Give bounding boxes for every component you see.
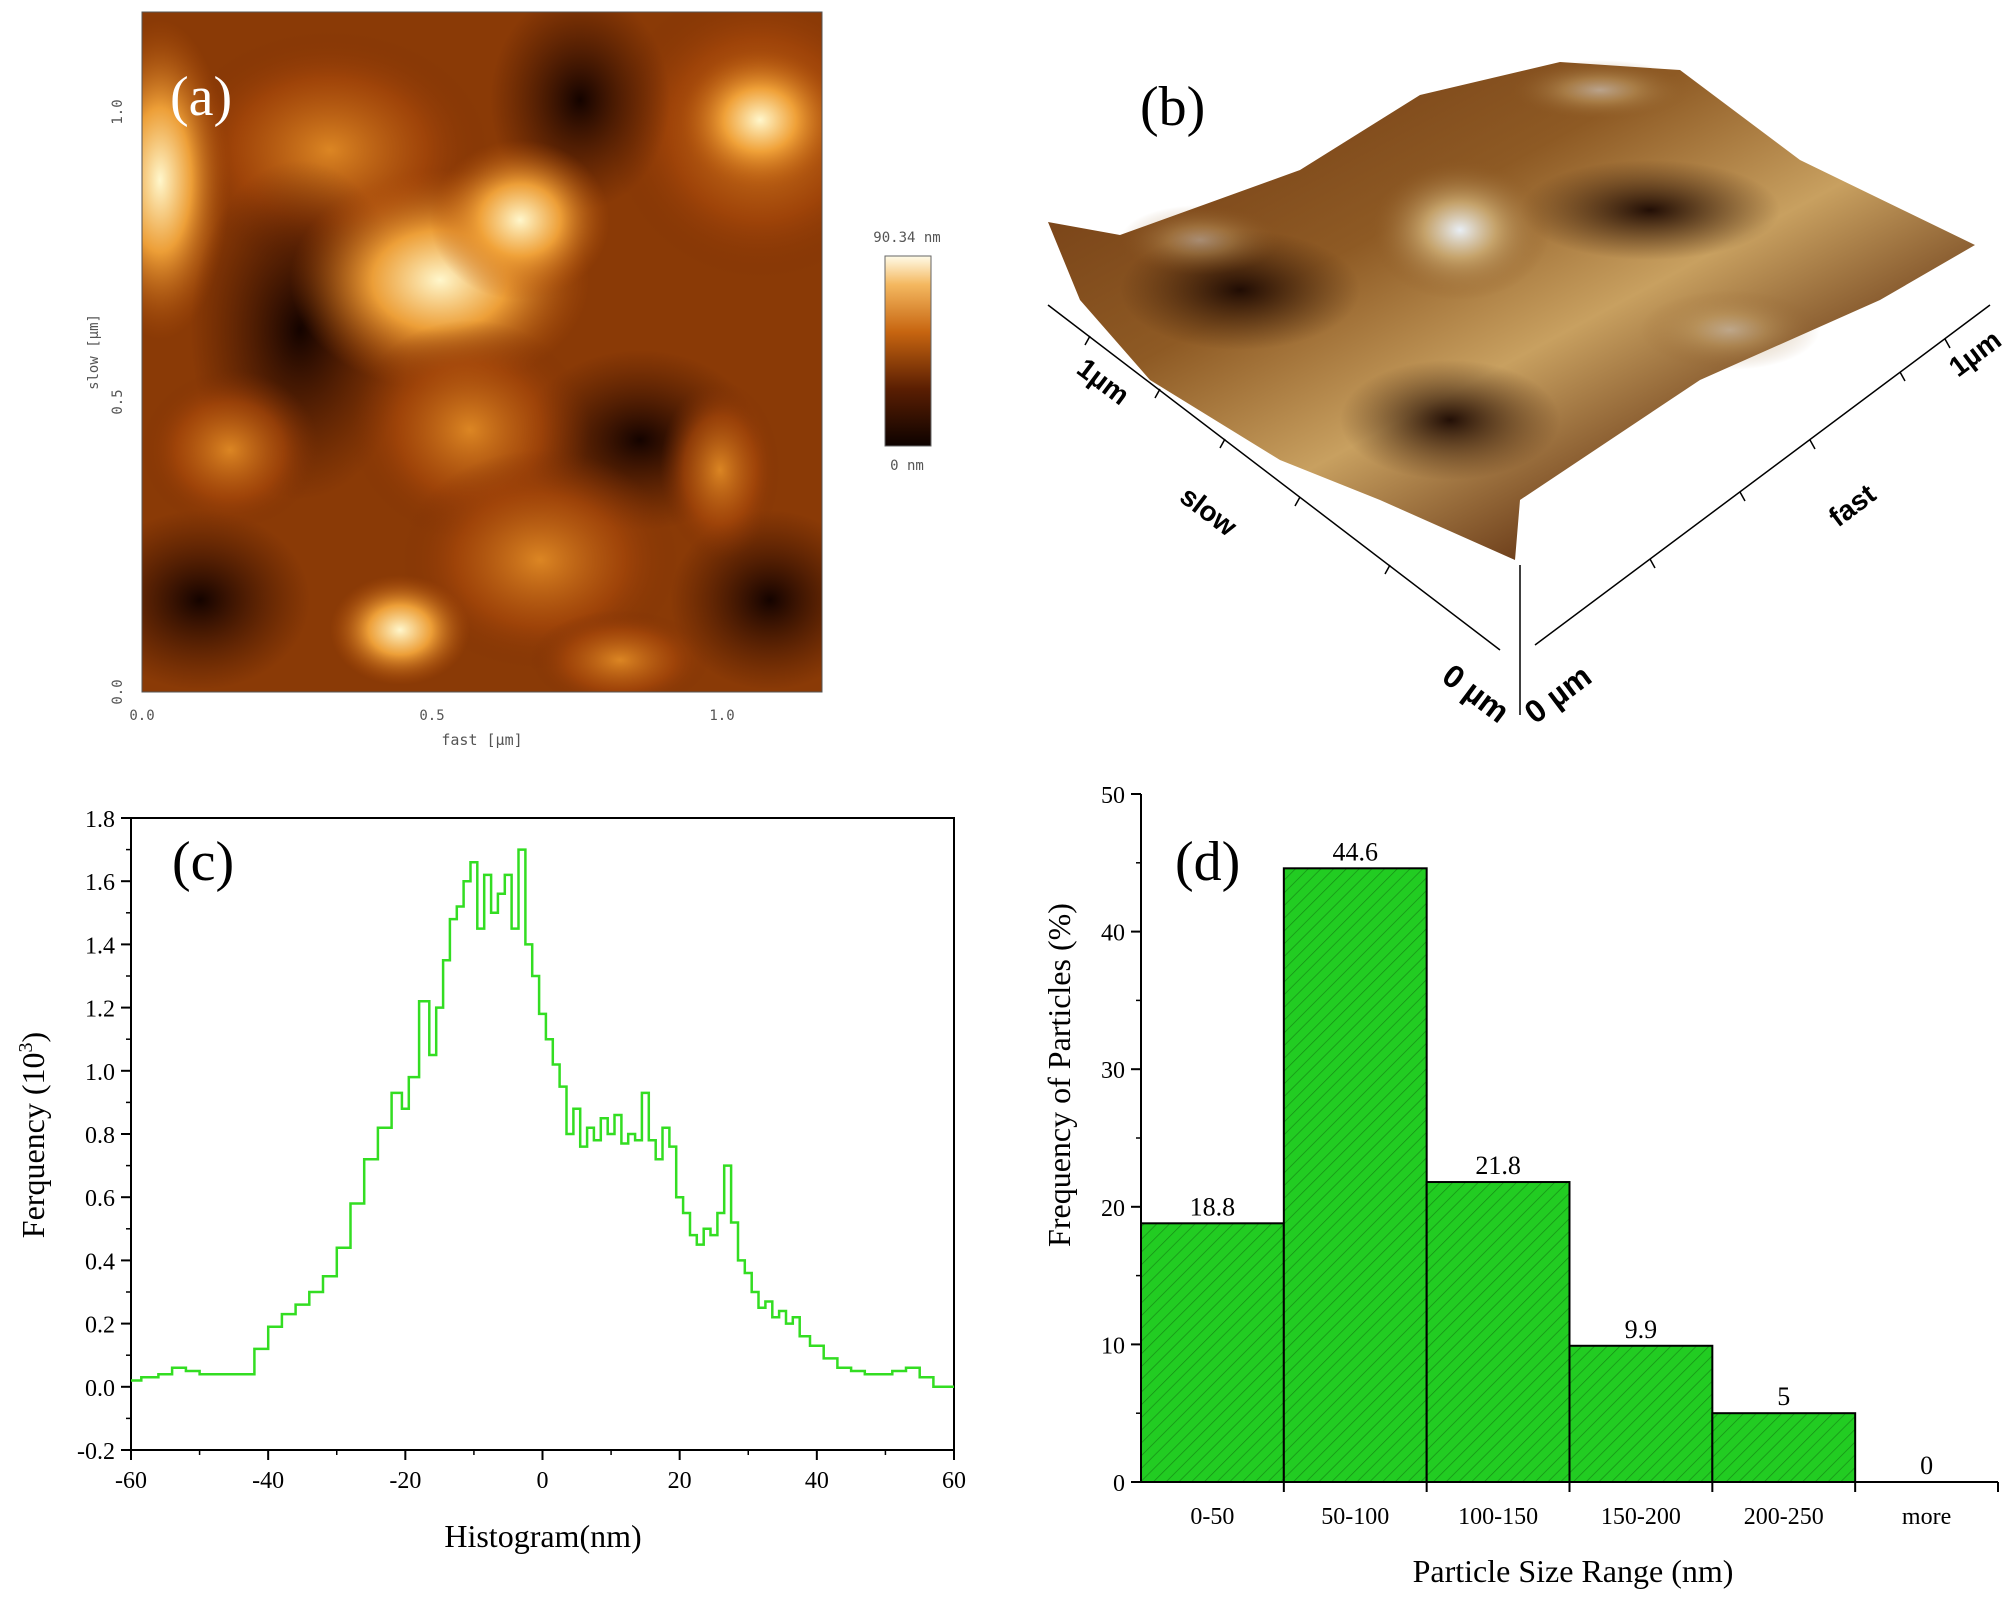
afm-y-tick: 1.0	[110, 99, 126, 124]
x-tick-label-c: -60	[115, 1468, 147, 1494]
y-axis-label-c-sup: 3	[15, 1042, 37, 1052]
bar-value-label: 21.8	[1475, 1151, 1521, 1180]
y-axis-label-d: Frequency of Particles (%)	[1041, 903, 1077, 1247]
bar-value-label: 9.9	[1625, 1315, 1658, 1344]
bar-value-label: 44.6	[1333, 837, 1379, 866]
y-tick-label-d: 10	[1101, 1333, 1125, 1359]
panel-b: (b) 1µm slow 0 µm 0 µm fast 1µm	[1047, 60, 2007, 731]
colorbar-min-label: 0 nm	[890, 458, 924, 474]
afm-y-axis-label: slow [µm]	[86, 314, 102, 390]
afm-x-tick: 1.0	[709, 708, 734, 724]
afm-x-ticks: 0.0 0.5 1.0	[129, 708, 734, 724]
afm-y-tick: 0.0	[110, 679, 126, 704]
afm-height-map	[142, 12, 822, 692]
afm-frame	[141, 11, 823, 693]
x-tick-label-c: 0	[537, 1468, 549, 1494]
bar-hatch	[1141, 1223, 1284, 1482]
panel-label-d: (d)	[1175, 831, 1240, 893]
bar-hatch	[1426, 1182, 1570, 1482]
y-axis-label-c-suffix: )	[15, 1032, 51, 1043]
x-tick-label-d: 100-150	[1458, 1504, 1538, 1530]
panel-label-b: (b)	[1140, 76, 1205, 138]
y-tick-label-c: 0.2	[85, 1313, 115, 1339]
fast-axis-label: fast	[1823, 478, 1881, 533]
y-tick-label-d: 0	[1113, 1471, 1125, 1497]
y-tick-label-d: 20	[1101, 1196, 1125, 1222]
axis-3d	[1047, 304, 1991, 715]
afm-x-tick: 0.5	[419, 708, 444, 724]
x-tick-label-c: 20	[668, 1468, 692, 1494]
y-tick-label-d: 50	[1101, 783, 1125, 809]
bar-hatch	[1283, 868, 1427, 1482]
colorbar-max-label: 90.34 nm	[873, 230, 940, 246]
x-tick-label-c: -40	[252, 1468, 284, 1494]
y-tick-label-c: 0.4	[85, 1249, 115, 1275]
x-tick-label-c: -20	[389, 1468, 421, 1494]
x-tick-label-d: 200-250	[1744, 1504, 1824, 1530]
panel-a: (a) 0.0 0.5 1.0 slow [µm] 0.0 0.5 1.0 fa…	[86, 11, 941, 749]
y-axis-label-c-main: Ferquency (10	[15, 1052, 51, 1238]
bar-hatch	[1569, 1345, 1713, 1482]
bar-hatch	[1712, 1413, 1856, 1482]
y-axis-label-c: Ferquency (103)	[15, 1032, 51, 1238]
y-tick-label-c: 1.6	[85, 870, 115, 896]
afm-y-tick: 0.5	[110, 389, 126, 414]
axes-c: -0.2 0.0 0.2 0.4 0.6 0.8 1.0 1.2 1.4 1.6 1.8 -60 -40…	[77, 807, 966, 1494]
afm-y-ticks: 0.0 0.5 1.0	[110, 99, 126, 704]
x-tick-label-c: 40	[805, 1468, 829, 1494]
y-tick-label-c: -0.2	[77, 1439, 115, 1465]
afm-x-axis-label: fast [µm]	[441, 731, 522, 749]
x-tick-label-d: 0-50	[1190, 1504, 1234, 1530]
x-axis-label-c: Histogram(nm)	[444, 1518, 641, 1554]
bar-value-label: 0	[1920, 1451, 1933, 1480]
y-tick-label-c: 1.8	[85, 807, 115, 833]
y-tick-label-c: 0.6	[85, 1186, 115, 1212]
x-tick-label-d: 50-100	[1321, 1504, 1389, 1530]
x-tick-label-c: 60	[942, 1468, 966, 1494]
x-tick-label-d: more	[1902, 1504, 1951, 1530]
y-tick-label-c: 1.0	[85, 1060, 115, 1086]
panel-label-a: (a)	[170, 66, 232, 128]
slow-axis-label: slow	[1174, 480, 1243, 542]
fast-origin-label: 0 µm	[1518, 658, 1598, 731]
y-tick-label-d: 30	[1101, 1058, 1125, 1084]
histogram-line	[131, 848, 954, 1389]
y-tick-label-c: 1.4	[85, 933, 115, 959]
afm-x-tick: 0.0	[129, 708, 154, 724]
y-tick-label-c: 0.8	[85, 1123, 115, 1149]
axes-d: 0-50 50-100 100-150 150-200 200-250 more 0 10 20…	[1101, 783, 1999, 1530]
afm-3d-surface	[1048, 60, 1975, 560]
panel-d: 18.844.621.89.950 0-50 50-100 100-150 150-2…	[1041, 783, 1999, 1589]
x-axis-label-d: Particle Size Range (nm)	[1413, 1553, 1734, 1589]
panel-c: -0.2 0.0 0.2 0.4 0.6 0.8 1.0 1.2 1.4 1.6 1.8 -60 -40…	[15, 807, 966, 1554]
panel-label-c: (c)	[172, 831, 234, 893]
y-tick-label-d: 40	[1101, 921, 1125, 947]
slow-end-label: 1µm	[1071, 352, 1135, 411]
bar-value-label: 5	[1777, 1382, 1790, 1411]
y-tick-label-c: 0.0	[85, 1376, 115, 1402]
bar-value-label: 18.8	[1190, 1192, 1236, 1221]
slow-origin-label: 0 µm	[1436, 657, 1516, 730]
x-tick-label-d: 150-200	[1601, 1504, 1681, 1530]
y-tick-label-c: 1.2	[85, 997, 115, 1023]
colorbar: 90.34 nm 0 nm	[873, 230, 940, 474]
bars-d: 18.8 44.6 21.8 9.9 5 0	[1140, 837, 1933, 1483]
